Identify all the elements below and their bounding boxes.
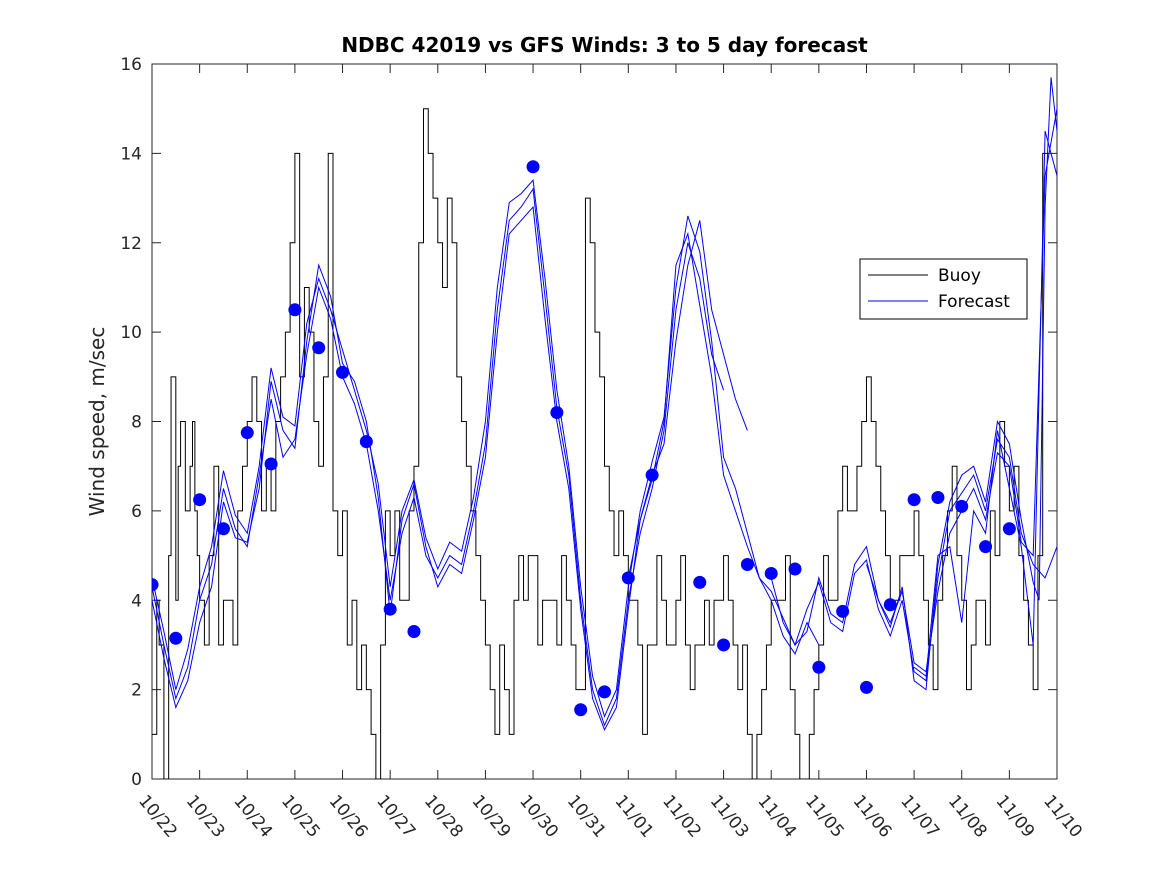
y-tick-label: 6 (131, 502, 142, 522)
x-tick-label: 11/04 (753, 791, 800, 841)
x-tick-label: 10/30 (515, 791, 562, 841)
forecast-dot (621, 571, 635, 585)
y-tick-label: 0 (131, 770, 142, 790)
legend-box (859, 258, 1028, 320)
forecast-dot (645, 468, 659, 482)
x-tick-label: 10/28 (420, 791, 467, 841)
x-tick-label: 11/09 (992, 791, 1039, 841)
forecast-line (770, 108, 1057, 673)
x-tick-label: 11/03 (706, 791, 753, 841)
forecast-dot (526, 160, 540, 174)
x-tick-label: 10/29 (468, 791, 515, 841)
x-tick-label: 11/10 (1039, 791, 1086, 841)
y-tick-label: 4 (131, 591, 142, 611)
forecast-dot (788, 562, 802, 576)
x-tick-label: 10/24 (229, 791, 276, 841)
forecast-dot (812, 660, 826, 674)
x-tick-label: 10/26 (325, 791, 372, 841)
forecast-dot (740, 558, 754, 571)
x-tick-label: 10/31 (563, 791, 610, 841)
forecast-dot (883, 598, 897, 612)
forecast-dot (574, 703, 588, 717)
x-tick-label: 10/23 (182, 791, 229, 841)
forecast-dot (336, 365, 350, 379)
forecast-dot (383, 602, 397, 616)
forecast-line (152, 187, 725, 727)
y-tick-label: 2 (131, 681, 142, 701)
legend: Buoy Forecast (859, 258, 1028, 320)
forecast-dot (717, 638, 731, 652)
legend-label-forecast: Forecast (938, 292, 1010, 312)
plot-series (152, 77, 1057, 779)
forecast-dot (312, 341, 326, 355)
y-tick-label: 12 (120, 234, 142, 254)
forecast-dot (693, 575, 707, 589)
y-axis-title: Wind speed, m/sec (85, 327, 109, 517)
forecast-line (152, 205, 748, 732)
y-tick-label: 14 (120, 144, 142, 164)
plot-area (152, 77, 1057, 779)
forecast-dot (169, 631, 183, 645)
forecast-dot (359, 435, 373, 449)
forecast-line (627, 231, 1057, 682)
x-tick-label: 11/06 (849, 791, 896, 841)
legend-label-buoy: Buoy (938, 266, 981, 286)
forecast-dot (836, 604, 850, 618)
x-tick-label: 10/27 (372, 791, 419, 841)
forecast-dot (1002, 522, 1016, 536)
forecast-dot (288, 303, 302, 317)
forecast-line (865, 77, 1057, 691)
x-axis: 10/22 10/23 10/24 10/25 10/26 10/27 10/28 10/29… (134, 64, 1086, 842)
forecast-dot (598, 685, 611, 699)
y-axis: 0 2 4 6 8 10 12 14 16 (120, 55, 1057, 790)
forecast-dot (407, 625, 421, 639)
y-tick-label: 16 (120, 55, 142, 75)
forecast-dot (979, 540, 993, 554)
chart-title: NDBC 42019 vs GFS Winds: 3 to 5 day fore… (341, 33, 868, 57)
x-tick-label: 11/07 (896, 791, 943, 841)
x-tick-label: 11/08 (944, 791, 991, 841)
forecast-dot (955, 499, 969, 513)
forecast-dot (240, 426, 254, 440)
y-tick-label: 10 (120, 323, 142, 343)
forecast-dot (931, 490, 945, 504)
forecast-dot (152, 578, 159, 592)
x-tick-label: 11/05 (801, 791, 848, 841)
forecast-dot (264, 457, 278, 471)
forecast-line (152, 179, 820, 718)
forecast-dot (764, 566, 778, 580)
forecast-line (913, 130, 1057, 678)
y-tick-label: 8 (131, 413, 142, 433)
x-tick-label: 10/25 (277, 791, 324, 841)
buoy-line (152, 108, 1048, 779)
forecast-dot (216, 522, 230, 536)
x-tick-label: 11/02 (658, 791, 705, 841)
forecast-dot (859, 680, 873, 694)
x-tick-label: 10/22 (134, 791, 181, 841)
forecast-dot (193, 493, 207, 507)
forecast-dot (550, 406, 564, 420)
x-tick-label: 11/01 (610, 791, 657, 841)
forecast-dot (907, 493, 921, 507)
